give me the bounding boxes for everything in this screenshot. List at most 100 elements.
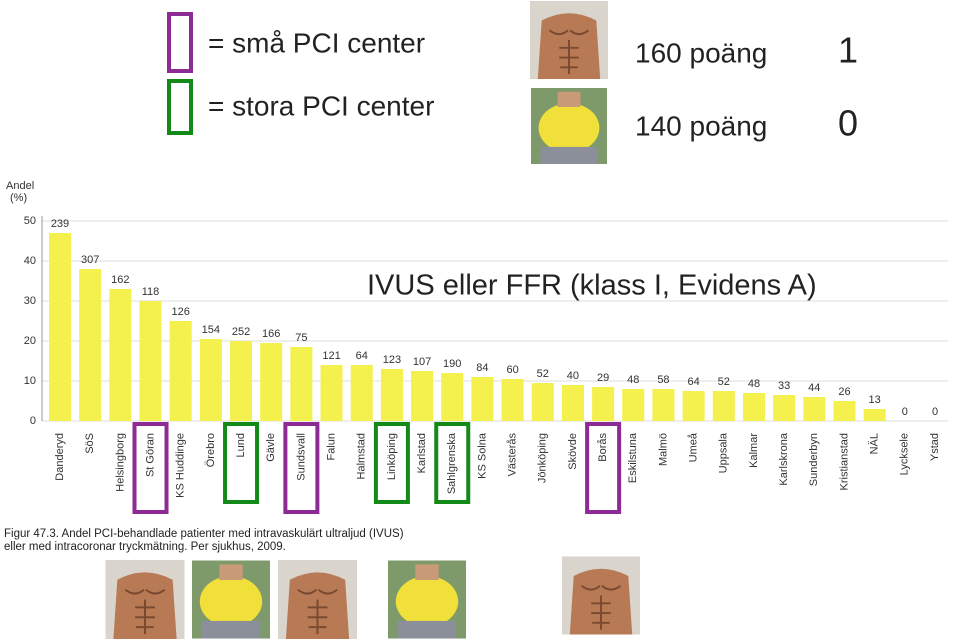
x-tick-label: Linköping <box>386 433 398 480</box>
x-tick-label: St Göran <box>144 433 156 477</box>
legend-swatch <box>167 79 193 135</box>
count-label: 0 <box>932 406 938 418</box>
bar <box>350 365 373 421</box>
y-tick-label: 10 <box>24 375 36 387</box>
count-label: 33 <box>778 380 790 392</box>
bar <box>230 341 253 421</box>
bar <box>380 369 403 421</box>
legend-label: = små PCI center <box>208 27 425 58</box>
x-tick-label: Eskilstuna <box>627 432 639 483</box>
bar <box>471 377 494 421</box>
y-axis-label: (%) <box>10 192 27 204</box>
count-label: 48 <box>748 378 760 390</box>
bar <box>49 233 71 421</box>
x-tick-label: Lycksele <box>899 433 911 475</box>
caption: Figur 47.3. Andel PCI-behandlade patient… <box>4 528 404 540</box>
x-tick-label: Karlstad <box>416 433 428 473</box>
x-tick-label: Karlskrona <box>778 432 790 485</box>
score-points: 1 <box>838 30 858 71</box>
photo <box>278 560 357 639</box>
x-tick-label: Kristianstad <box>838 433 850 490</box>
count-label: 40 <box>567 370 579 382</box>
bar <box>803 397 826 421</box>
x-tick-label: Ystad <box>929 433 941 461</box>
x-tick-label: NÄL <box>869 433 881 454</box>
count-label: 58 <box>657 374 669 386</box>
count-label: 252 <box>232 326 250 338</box>
y-axis-label: Andel <box>6 180 34 192</box>
count-label: 64 <box>687 376 699 388</box>
x-tick-label: Jönköping <box>537 433 549 483</box>
x-tick-label: Halmstad <box>356 433 368 479</box>
bar <box>742 393 765 421</box>
y-tick-label: 20 <box>24 335 36 347</box>
photo <box>531 88 607 164</box>
count-label: 162 <box>111 274 129 286</box>
x-tick-label: Gävle <box>265 433 277 462</box>
highlight-box <box>223 422 260 504</box>
x-tick-label: Borås <box>597 433 609 462</box>
count-label: 118 <box>142 286 160 298</box>
bar <box>290 347 313 421</box>
highlight-box <box>283 422 320 514</box>
x-tick-label: Umeå <box>688 432 700 462</box>
x-tick-label: Danderyd <box>54 433 66 481</box>
count-label: 13 <box>869 394 881 406</box>
bar <box>169 321 192 421</box>
bar <box>682 391 705 421</box>
count-label: 154 <box>202 324 220 336</box>
y-tick-label: 50 <box>24 215 36 227</box>
count-label: 44 <box>808 382 820 394</box>
count-label: 121 <box>322 350 340 362</box>
count-label: 48 <box>627 374 639 386</box>
highlight-box <box>373 422 410 504</box>
bar <box>79 269 102 421</box>
count-label: 123 <box>383 354 401 366</box>
x-tick-label: Västerås <box>506 433 518 477</box>
count-label: 107 <box>413 356 431 368</box>
legend-swatch <box>167 12 193 73</box>
count-label: 52 <box>537 368 549 380</box>
bar <box>109 289 132 421</box>
score-label: 160 poäng <box>635 37 767 68</box>
highlight-box <box>434 422 471 504</box>
bar <box>833 401 856 421</box>
x-tick-label: Helsingborg <box>114 433 126 492</box>
x-tick-label: Uppsala <box>718 432 730 473</box>
caption: eller med intracoronar tryckmätning. Per… <box>4 541 286 553</box>
count-label: 64 <box>356 350 368 362</box>
count-label: 166 <box>262 328 280 340</box>
x-tick-label: Sahlgrenska <box>446 432 458 494</box>
x-tick-label: KS Solna <box>476 432 488 479</box>
photo <box>562 555 640 636</box>
count-label: 26 <box>838 386 850 398</box>
bar <box>712 391 735 421</box>
bar <box>773 395 796 421</box>
x-tick-label: KS Huddinge <box>175 433 187 498</box>
bar <box>622 389 645 421</box>
x-tick-label: Lund <box>235 433 247 457</box>
bar <box>260 343 283 421</box>
bar <box>320 365 343 421</box>
x-tick-label: Falun <box>325 433 337 461</box>
count-label: 239 <box>51 218 69 230</box>
legend-label: = stora PCI center <box>208 90 434 121</box>
x-tick-label: Örebro <box>205 433 217 467</box>
score-points: 0 <box>838 103 858 144</box>
bar <box>561 385 584 421</box>
count-label: 29 <box>597 372 609 384</box>
x-tick-label: SöS <box>84 433 96 454</box>
chart-title: IVUS eller FFR (klass I, Evidens A) <box>367 270 817 302</box>
bar <box>199 339 222 421</box>
count-label: 126 <box>172 306 190 318</box>
x-tick-label: Kalmar <box>748 433 760 468</box>
bar <box>531 383 554 421</box>
x-tick-label: Sundsvall <box>295 433 307 481</box>
bar <box>441 373 464 421</box>
count-label: 84 <box>476 362 488 374</box>
bar <box>652 389 675 421</box>
x-tick-label: Skövde <box>567 433 579 470</box>
photo <box>530 0 608 80</box>
bar <box>501 379 524 421</box>
